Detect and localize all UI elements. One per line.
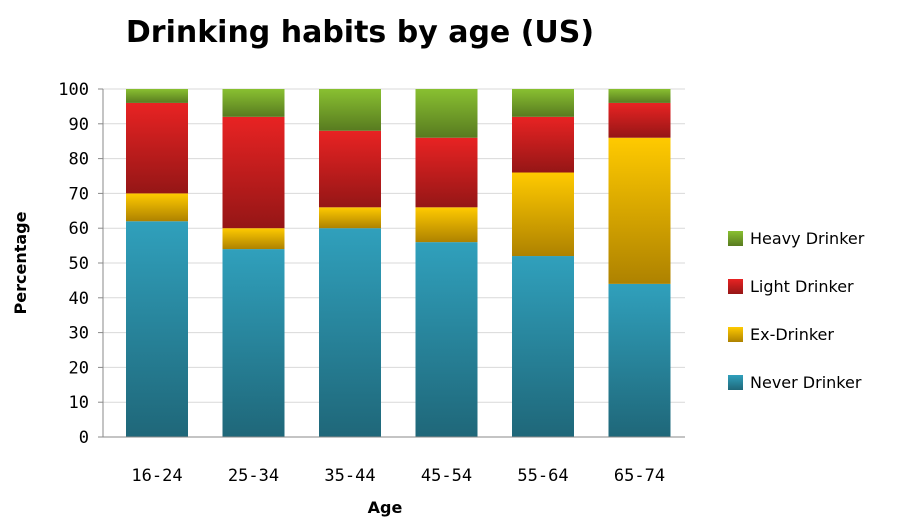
bar-segment-light-drinker — [415, 137, 478, 208]
y-axis-title: Percentage — [11, 211, 30, 314]
legend: Heavy Drinker Light Drinker Ex-Drinker Neve… — [728, 229, 865, 392]
x-tick-label: 35-44 — [324, 466, 375, 486]
bar-segment-light-drinker — [512, 116, 574, 173]
bar-segment-never-drinker — [319, 228, 381, 437]
y-tick-label: 40 — [69, 289, 89, 309]
x-tick-label: 65-74 — [614, 466, 665, 486]
x-axis-ticks: 16-24 25-34 35-44 45-54 55-64 65-74 — [131, 466, 665, 486]
legend-label: Never Drinker — [750, 373, 862, 392]
bar-segment-ex-drinker — [608, 137, 671, 284]
legend-swatch — [728, 375, 743, 390]
bar-segment-light-drinker — [608, 102, 671, 138]
y-tick-label: 0 — [79, 428, 89, 448]
x-tick-label: 55-64 — [517, 466, 568, 486]
y-tick-label: 20 — [69, 358, 89, 378]
bar-segment-light-drinker — [222, 116, 285, 229]
y-tick-label: 60 — [69, 219, 89, 239]
bar-segment-heavy-drinker — [608, 89, 671, 103]
y-tick-label: 10 — [69, 393, 89, 413]
legend-label: Ex-Drinker — [750, 325, 834, 344]
legend-swatch — [728, 327, 743, 342]
legend-label: Heavy Drinker — [750, 229, 865, 248]
bar-segment-ex-drinker — [319, 207, 381, 229]
y-tick-label: 70 — [69, 184, 89, 204]
bar-segment-never-drinker — [608, 283, 671, 437]
bar-segment-light-drinker — [126, 102, 188, 194]
bar-segment-ex-drinker — [126, 193, 188, 222]
bar-segment-ex-drinker — [222, 228, 285, 250]
y-tick-label: 50 — [69, 254, 89, 274]
chart-title: Drinking habits by age (US) — [126, 15, 594, 50]
legend-swatch — [728, 231, 743, 246]
x-tick-label: 25-34 — [228, 466, 279, 486]
bar-segment-heavy-drinker — [512, 89, 574, 117]
y-tick-label: 80 — [69, 150, 89, 170]
bar-segment-heavy-drinker — [222, 89, 285, 117]
axes — [102, 89, 685, 438]
bar-segment-heavy-drinker — [319, 89, 381, 131]
y-tick-label: 90 — [69, 115, 89, 135]
x-axis-title: Age — [368, 498, 403, 517]
bar-segment-never-drinker — [126, 221, 188, 437]
y-axis-ticks: 0 10 20 30 40 50 60 70 80 90 100 — [58, 80, 103, 448]
bar-segment-heavy-drinker — [415, 89, 478, 138]
x-tick-label: 45-54 — [421, 466, 472, 486]
y-tick-label: 30 — [69, 324, 89, 344]
legend-label: Light Drinker — [750, 277, 854, 296]
legend-swatch — [728, 279, 743, 294]
gridlines — [103, 88, 685, 438]
bar-segment-light-drinker — [319, 130, 381, 208]
bar-segment-heavy-drinker — [126, 89, 188, 103]
bar-segment-ex-drinker — [415, 207, 478, 243]
bar-segment-never-drinker — [222, 249, 285, 437]
bars — [126, 89, 671, 437]
x-tick-label: 16-24 — [131, 466, 182, 486]
bar-segment-never-drinker — [415, 242, 478, 437]
bar-segment-never-drinker — [512, 256, 574, 437]
bar-segment-ex-drinker — [512, 172, 574, 257]
y-tick-label: 100 — [58, 80, 89, 100]
